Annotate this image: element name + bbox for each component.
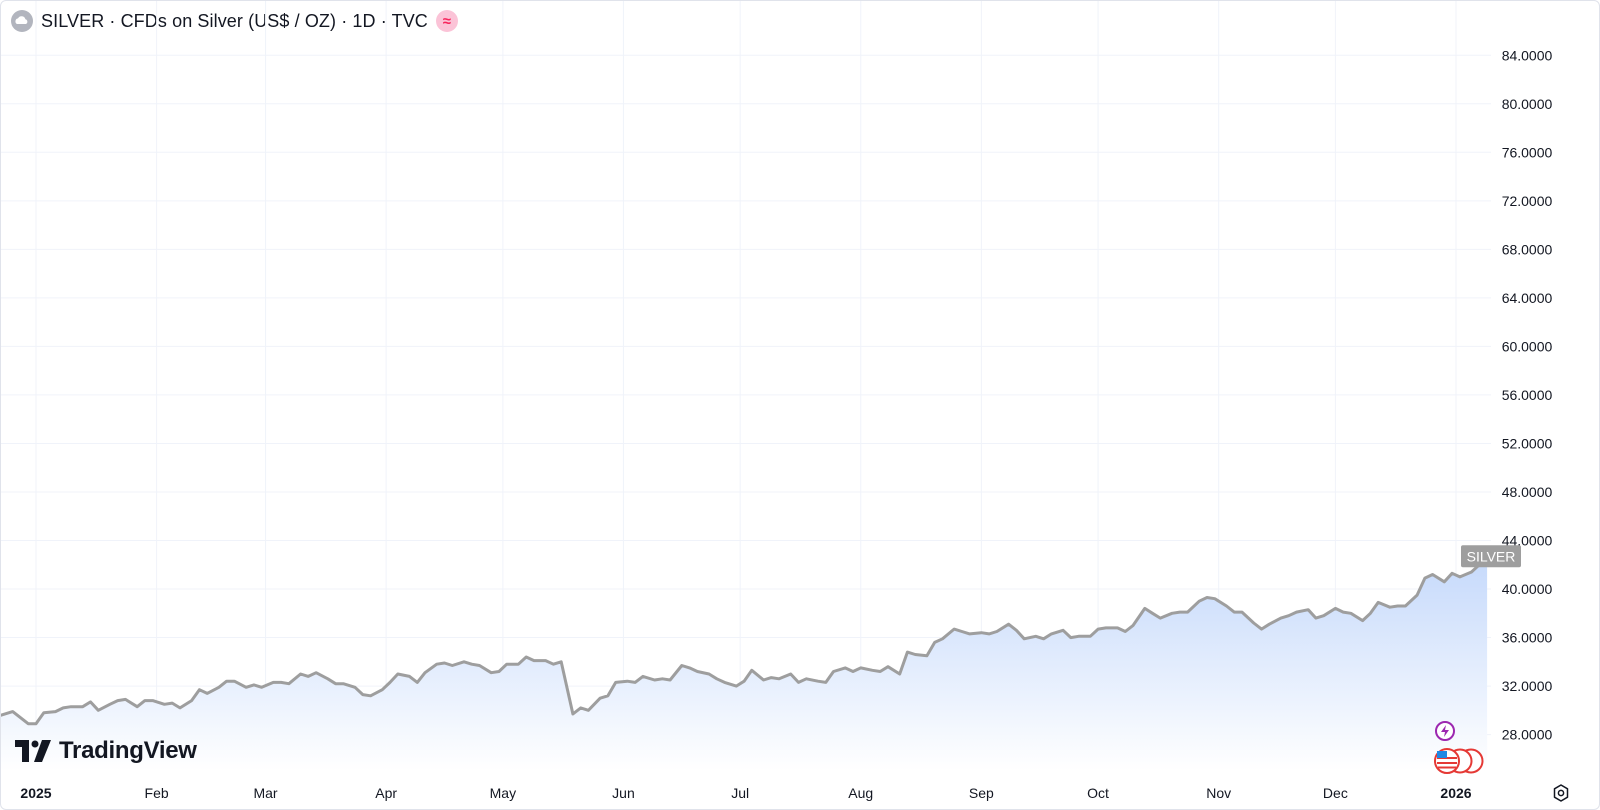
price-label-background [1461, 545, 1521, 568]
price-area-fill [1, 556, 1488, 771]
time-tick-label: 2026 [1440, 785, 1471, 801]
price-tick-label: 36.0000 [1502, 630, 1553, 646]
price-tick-label: 60.0000 [1502, 338, 1553, 354]
lightning-icon [1441, 725, 1449, 737]
time-tick-label: Feb [145, 785, 169, 801]
time-tick-label: Aug [848, 785, 873, 801]
tradingview-logo-icon [15, 740, 51, 762]
time-tick-label: Jul [731, 785, 749, 801]
time-tick-label: Apr [375, 785, 397, 801]
time-tick-label: Oct [1087, 785, 1109, 801]
price-tick-label: 68.0000 [1502, 241, 1553, 257]
chart-header: SILVER · CFDs on Silver (US$ / OZ) · 1D … [11, 9, 458, 33]
price-line [1, 554, 1489, 726]
price-tick-label: 72.0000 [1502, 193, 1553, 209]
time-tick-label: 2025 [20, 785, 51, 801]
grid-lines [1, 1, 1491, 771]
time-axis[interactable]: 2025 Feb Mar Apr May Jun Jul Aug Sep Oct Nov Dec 202… [20, 785, 1471, 801]
price-tick-label: 40.0000 [1502, 581, 1553, 597]
tradingview-logo[interactable]: TradingView [15, 737, 197, 765]
price-tick-label: 80.0000 [1502, 96, 1553, 112]
time-tick-label: Sep [969, 785, 994, 801]
time-tick-label: Jun [612, 785, 635, 801]
time-tick-label: Mar [253, 785, 277, 801]
price-axis[interactable]: 28.0000 32.0000 36.0000 40.0000 44.0000 48.00… [1502, 47, 1553, 742]
price-tick-label: 76.0000 [1502, 144, 1553, 160]
market-status-icon[interactable]: ≈ [435, 10, 458, 32]
cloud-icon [15, 16, 28, 24]
price-tick-label: 28.0000 [1502, 727, 1553, 743]
price-tick-label: 52.0000 [1502, 435, 1553, 451]
price-tick-label: 44.0000 [1502, 533, 1553, 549]
symbol-icon[interactable] [11, 10, 33, 32]
symbol-title[interactable]: SILVER · CFDs on Silver (US$ / OZ) · 1D … [41, 10, 428, 31]
price-tick-label: 64.0000 [1502, 290, 1553, 306]
us-events-icon[interactable] [1433, 748, 1485, 774]
us-flag-icon [1434, 748, 1484, 774]
time-tick-label: Nov [1206, 785, 1231, 801]
price-label-text: SILVER [1467, 548, 1516, 564]
lightning-event-icon[interactable] [1435, 721, 1455, 741]
tradingview-logo-text: TradingView [59, 737, 197, 764]
time-tick-label: May [490, 785, 516, 801]
price-label: SILVER [1461, 545, 1521, 568]
time-tick-label: Dec [1323, 785, 1348, 801]
price-tick-label: 84.0000 [1502, 47, 1553, 63]
price-tick-label: 56.0000 [1502, 387, 1553, 403]
price-tick-label: 32.0000 [1502, 678, 1553, 694]
price-tick-label: 48.0000 [1502, 484, 1553, 500]
settings-gear-icon[interactable] [1551, 783, 1571, 803]
